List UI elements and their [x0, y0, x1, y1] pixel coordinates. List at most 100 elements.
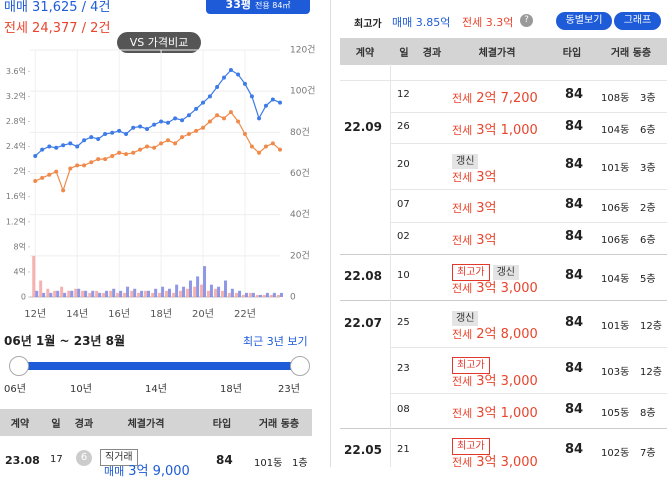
price-dot [82, 138, 87, 143]
price-kind: 전세 [452, 328, 473, 341]
price-dot [278, 147, 282, 152]
month: 22.09 [344, 119, 382, 134]
table-header [0, 409, 312, 436]
divider [330, 0, 331, 467]
volume-bar [259, 294, 263, 297]
price-dot [138, 147, 143, 152]
price-dot [131, 150, 136, 155]
day: 23 [397, 363, 410, 374]
volume-bar [185, 288, 189, 297]
y-tick-label: 1.2억 [6, 216, 26, 226]
period-range: 06년 1월 ~ 23년 8월 [4, 334, 126, 348]
pyeong-button[interactable]: 33평 전용 84㎡ [206, 0, 310, 14]
volume-bar [137, 292, 141, 297]
price: 전세 3억 3,000 [452, 277, 538, 296]
price-kind: 전세 [452, 171, 473, 184]
price-dot [96, 137, 101, 142]
volume-bar [179, 290, 183, 297]
price-dot [249, 144, 254, 149]
column-header: 타입 [562, 48, 582, 59]
type: 84 [216, 453, 233, 467]
tab-button[interactable]: 그래프 [614, 12, 661, 30]
volume-bar [60, 286, 64, 297]
price-dot [103, 132, 108, 137]
price-dot [89, 135, 94, 140]
volume-bar [158, 292, 162, 297]
type: 84 [565, 87, 584, 102]
column-header: 경과 [74, 419, 94, 430]
price-dot [236, 72, 241, 77]
month: 22.08 [344, 269, 382, 283]
jeonse-summary: 전세 24,377 / 2건 [4, 21, 111, 36]
price-dot [173, 116, 178, 121]
volume-bar [70, 290, 74, 297]
volume-bar [193, 286, 197, 297]
x-tick-label: 20년 [192, 308, 214, 320]
price-dot [180, 118, 185, 123]
month: 23.08 [5, 454, 40, 467]
volume-bar [91, 290, 95, 297]
volume-bar [248, 292, 252, 297]
y-tick-label: 8억 [14, 241, 26, 251]
price-dot [201, 100, 206, 105]
recent-3y[interactable]: 최근 3년 보기 [243, 335, 308, 348]
compare-button[interactable]: VS 가격비교 [117, 32, 201, 53]
price-dot [215, 84, 220, 89]
x-tick-label: 14년 [66, 308, 88, 320]
y-tick-label: 4억 [14, 266, 26, 276]
volume-bar [265, 292, 269, 297]
price-dot [222, 116, 227, 121]
y2-tick-label: 60건 [290, 168, 310, 179]
price-dot [173, 141, 178, 146]
price-dot [61, 143, 66, 148]
y2-tick-label: 40건 [290, 209, 310, 220]
price: 전세 3억 [452, 197, 496, 216]
price-dot [186, 113, 191, 118]
price-kind: 전세 [452, 282, 473, 295]
table-header [340, 38, 667, 65]
price-amount: 3억 1,000 [476, 122, 538, 138]
volume-bar [209, 284, 213, 297]
price-dot [194, 128, 199, 133]
day: 02 [397, 231, 410, 242]
price-dot [207, 94, 212, 99]
price-dot [33, 153, 38, 158]
slider-label: 10년 [70, 384, 92, 395]
price: 전세 3억 1,000 [452, 402, 538, 421]
badges: 최고가 갱신 [452, 260, 522, 281]
price-dot [207, 119, 212, 124]
dong: 102동 [601, 448, 630, 459]
x-tick-label: 16년 [108, 308, 130, 320]
volume-bar [147, 290, 151, 297]
y-tick-label: 3.2억 [6, 91, 26, 101]
floor: 5층 [640, 274, 656, 285]
row-line [390, 143, 667, 144]
price-dot [228, 110, 233, 115]
price-dot [270, 97, 275, 102]
price-dot [61, 188, 66, 193]
slider-track [20, 362, 300, 370]
price-amount: 3억 9,000 [128, 464, 190, 479]
volume-bar [123, 292, 127, 297]
slider-handle[interactable] [290, 356, 310, 376]
price-dot [47, 172, 52, 177]
help[interactable]: ? [520, 14, 533, 27]
day: 08 [397, 403, 410, 415]
column-header: 일 [399, 48, 409, 59]
summary-label: 최고가 [354, 19, 382, 30]
floor: 6층 [640, 235, 656, 246]
slider-handle[interactable] [9, 356, 29, 376]
price-dot [159, 141, 164, 146]
volume-bar [206, 290, 210, 297]
price-dot [242, 81, 247, 86]
volume-bar [102, 292, 106, 297]
tab-button[interactable]: 동별보기 [556, 12, 612, 30]
volume-bar [105, 290, 109, 297]
volume-bar [109, 290, 113, 297]
price-amount: 3억 [476, 233, 497, 248]
price-kind: 전세 [452, 201, 473, 215]
price-kind: 전세 [452, 234, 473, 247]
volume-bar [98, 292, 102, 297]
price-amount: 2억 7,200 [476, 91, 538, 106]
